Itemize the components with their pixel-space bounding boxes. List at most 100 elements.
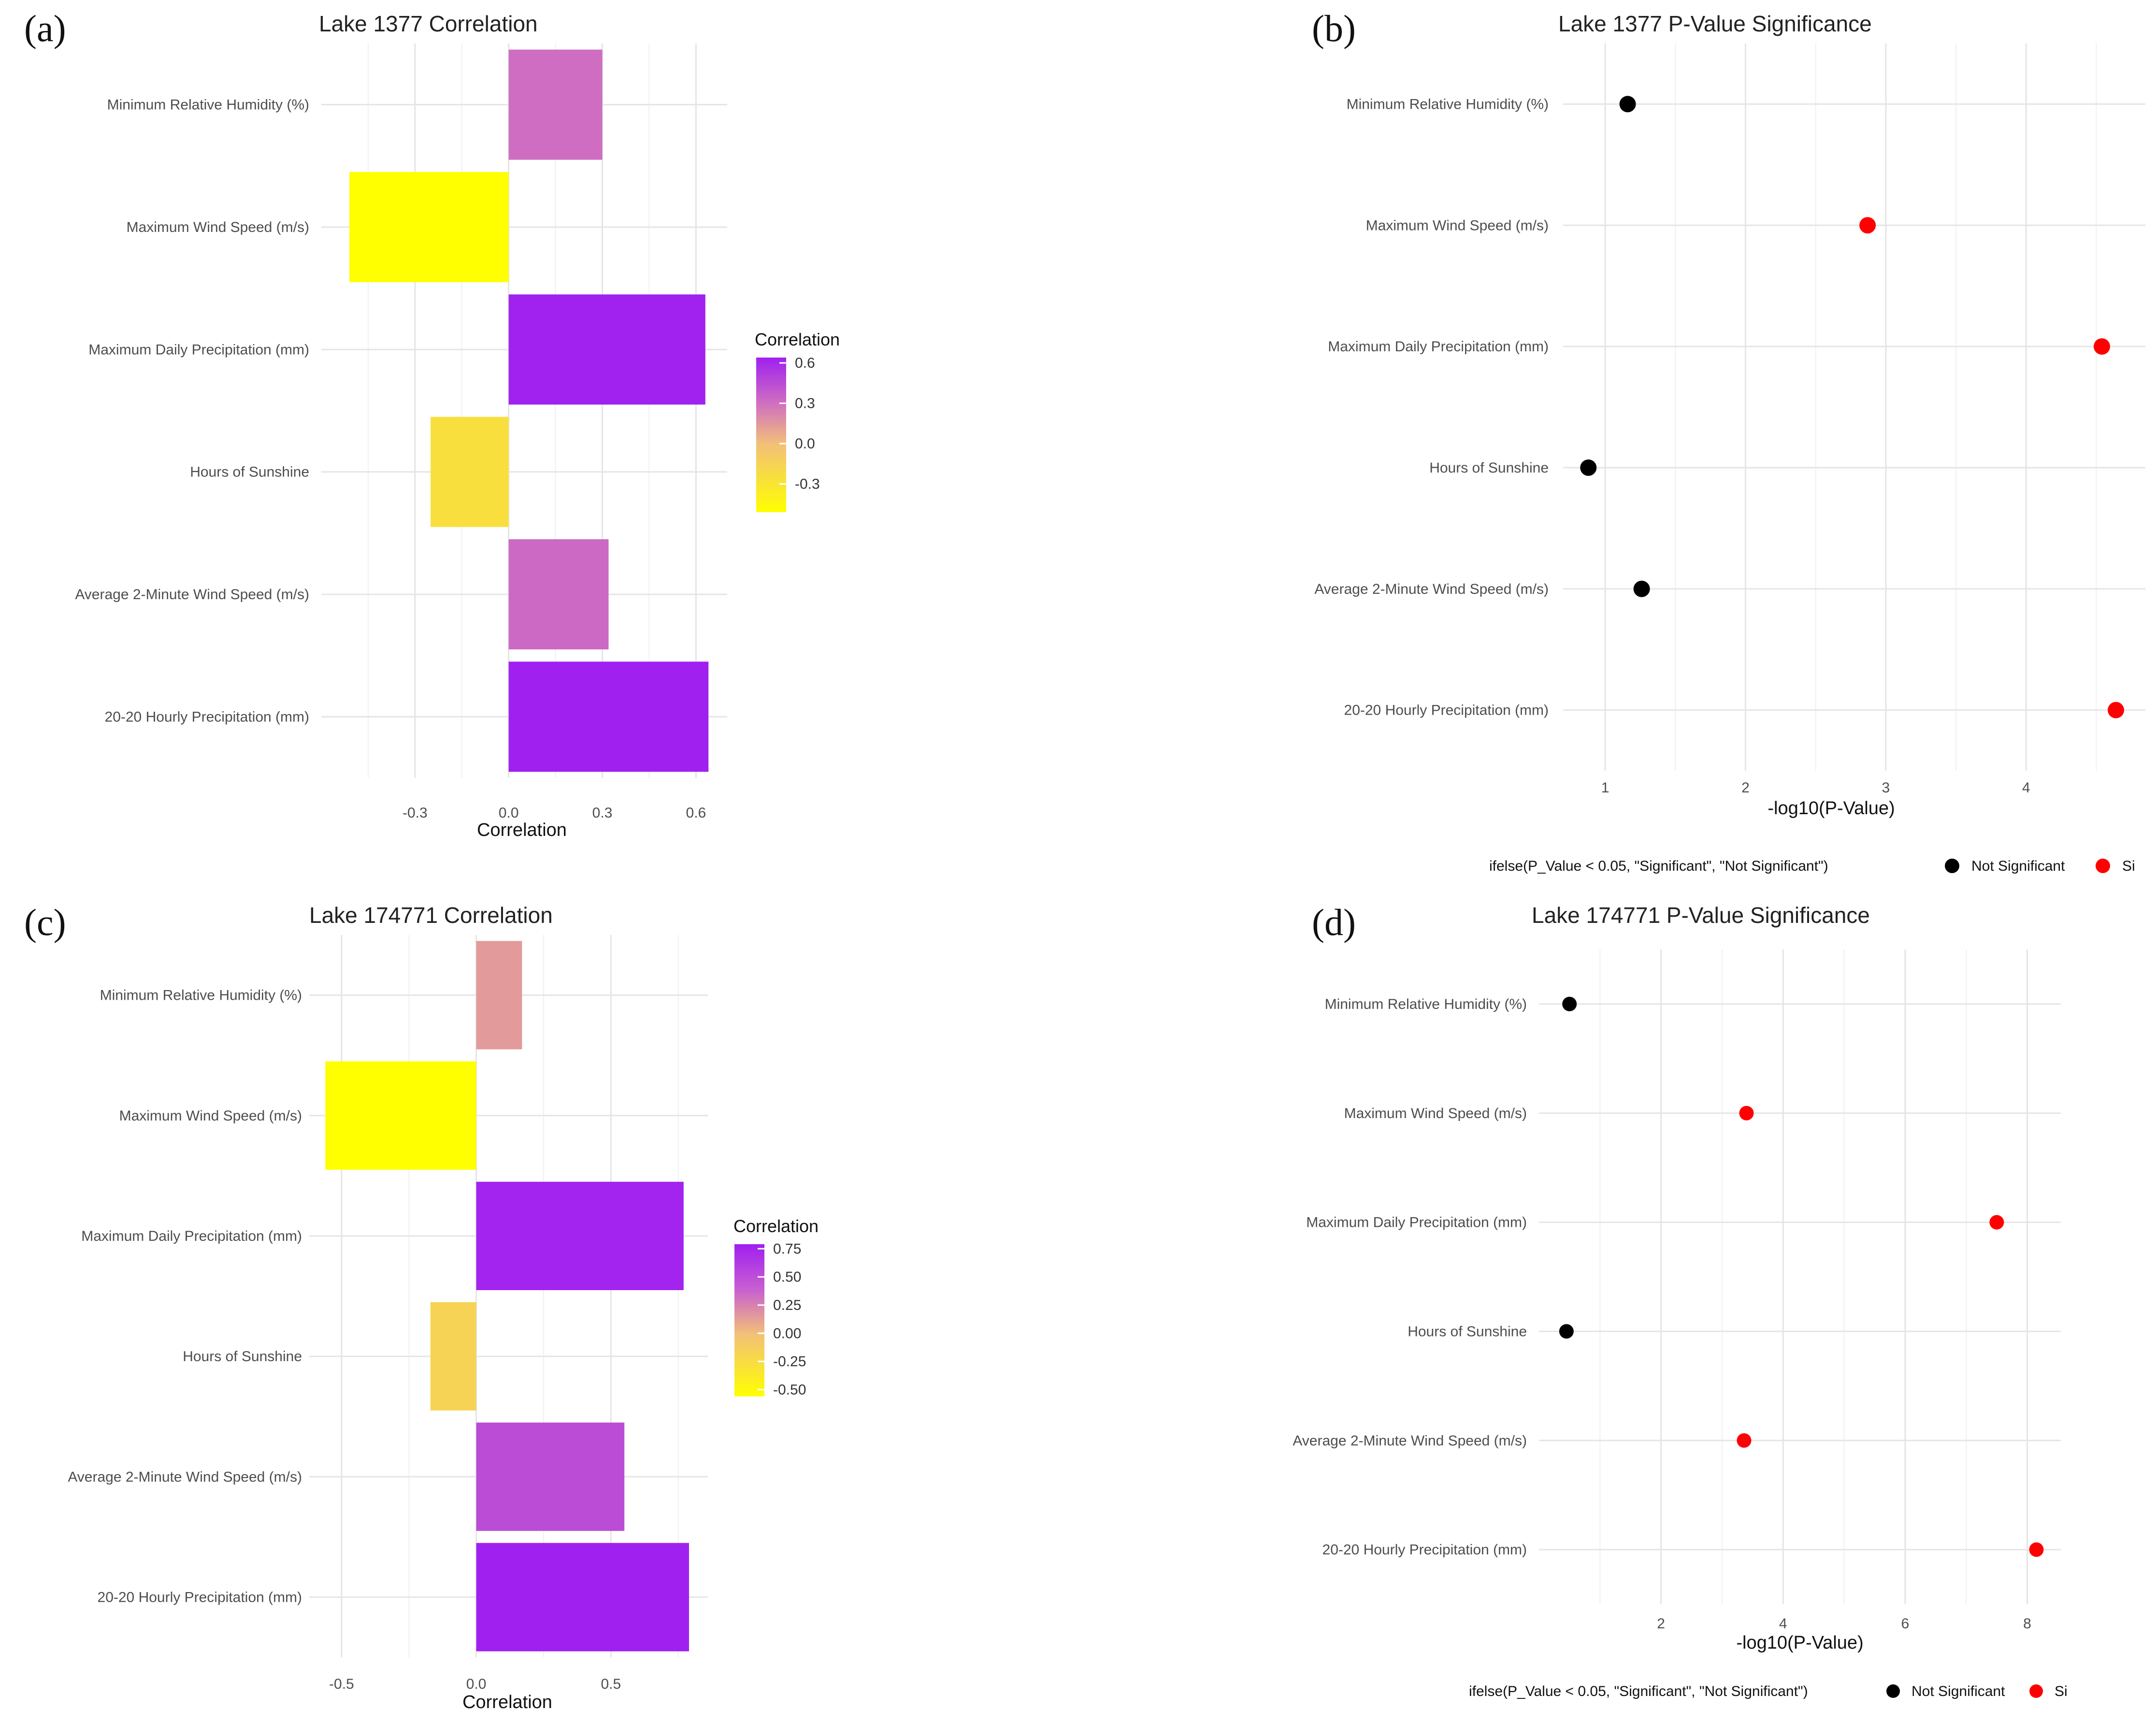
panel-c-colorbar-ticks: 0.75 0.50 0.25 0.00 -0.25 -0.50: [758, 1241, 806, 1398]
x-tick-label: -0.3: [402, 805, 428, 821]
category-label: Average 2-Minute Wind Speed (m/s): [75, 587, 309, 603]
bar: [325, 1061, 476, 1170]
x-tick-label: 2: [1741, 780, 1750, 796]
x-tick-label: 0.0: [466, 1676, 487, 1692]
x-tick-label: 0.3: [592, 805, 613, 821]
colorbar-tick-label: 0.50: [773, 1269, 801, 1285]
bar: [476, 1543, 689, 1652]
not-significant-point: [1619, 96, 1636, 113]
category-label: Maximum Daily Precipitation (mm): [1328, 339, 1549, 355]
colorbar-tick-label: 0.6: [795, 355, 815, 371]
category-label: Maximum Wind Speed (m/s): [127, 219, 309, 235]
category-label: Maximum Wind Speed (m/s): [1366, 217, 1549, 233]
panel-a-x-axis-title: Correlation: [477, 820, 567, 840]
x-tick-label: 1: [1601, 780, 1610, 796]
panel-d-title: Lake 174771 P-Value Significance: [1532, 903, 1870, 928]
significant-point: [1859, 217, 1876, 234]
category-label: Maximum Daily Precipitation (mm): [1306, 1215, 1527, 1231]
x-tick-label: 0.5: [601, 1676, 621, 1692]
panel-c-colorbar: [734, 1244, 764, 1396]
colorbar-tick-label: 0.0: [795, 436, 815, 452]
panel-b-legend-not-significant-label: Not Significant: [1971, 858, 2065, 874]
panel-c-title: Lake 174771 Correlation: [309, 903, 553, 928]
category-label: Hours of Sunshine: [1408, 1323, 1527, 1339]
panel-b-legend-title: ifelse(P_Value < 0.05, "Significant", "N…: [1489, 858, 1828, 874]
panel-a-title: Lake 1377 Correlation: [319, 11, 538, 36]
x-tick-label: 0.0: [499, 805, 519, 821]
category-label: Hours of Sunshine: [183, 1349, 302, 1365]
bar: [508, 49, 603, 160]
x-tick-label: 2: [1657, 1616, 1665, 1632]
x-tick-label: 4: [1779, 1616, 1787, 1632]
colorbar-tick-label: -0.25: [773, 1354, 806, 1370]
panel-a-legend-title: Correlation: [755, 330, 840, 349]
significant-point: [1989, 1215, 2004, 1230]
colorbar-tick-label: -0.3: [795, 476, 820, 492]
panel-b-legend-significant-marker: [2096, 859, 2110, 873]
category-label: Minimum Relative Humidity (%): [1347, 96, 1549, 112]
category-label: Maximum Wind Speed (m/s): [1344, 1106, 1527, 1121]
category-label: Average 2-Minute Wind Speed (m/s): [68, 1469, 302, 1485]
category-label: Minimum Relative Humidity (%): [107, 97, 309, 113]
significant-point: [2029, 1542, 2044, 1557]
bar: [508, 539, 609, 649]
category-label: 20-20 Hourly Precipitation (mm): [1344, 703, 1549, 718]
bar: [476, 1181, 684, 1291]
panel-d-legend-significant-label: Si: [2055, 1683, 2068, 1699]
category-label: Average 2-Minute Wind Speed (m/s): [1293, 1433, 1527, 1449]
significant-point: [2108, 702, 2125, 718]
panel-b-x-axis-title: -log10(P-Value): [1768, 798, 1895, 819]
bar: [476, 941, 522, 1049]
panel-d-x-axis-title: -log10(P-Value): [1736, 1633, 1863, 1653]
category-label: Hours of Sunshine: [190, 464, 309, 480]
significant-point: [2093, 338, 2110, 355]
bar: [508, 661, 709, 772]
panel-d-legend-title: ifelse(P_Value < 0.05, "Significant", "N…: [1469, 1683, 1808, 1699]
bar: [430, 1302, 476, 1411]
panel-a-colorbar-ticks: 0.6 0.3 0.0 -0.3: [779, 355, 820, 492]
colorbar-tick-label: -0.50: [773, 1382, 806, 1398]
not-significant-point: [1559, 1324, 1574, 1339]
category-label: Maximum Daily Precipitation (mm): [88, 342, 309, 358]
bar: [349, 172, 509, 282]
x-tick-label: -0.5: [329, 1676, 354, 1692]
panel-d-legend-significant-marker: [2029, 1684, 2043, 1698]
x-tick-label: 3: [1882, 780, 1890, 796]
category-label: Average 2-Minute Wind Speed (m/s): [1314, 581, 1549, 597]
category-label: Minimum Relative Humidity (%): [1325, 996, 1527, 1012]
not-significant-point: [1562, 996, 1577, 1011]
panel-b-letter: (b): [1312, 7, 1356, 49]
panel-b-legend-not-significant-marker: [1945, 859, 1959, 873]
x-tick-label: 0.6: [686, 805, 706, 821]
colorbar-tick-label: 0.00: [773, 1325, 801, 1341]
panel-b-legend-significant-label: Si: [2122, 858, 2135, 874]
panel-c-letter: (c): [24, 901, 66, 943]
panel-c-x-axis-title: Correlation: [462, 1692, 552, 1712]
colorbar-tick-label: 0.25: [773, 1297, 801, 1313]
panel-a-chart: 20-20 Hourly Precipitation (mm) Average 2…: [75, 43, 727, 821]
x-tick-label: 6: [1901, 1616, 1910, 1632]
category-label: 20-20 Hourly Precipitation (mm): [98, 1589, 302, 1605]
significant-point: [1737, 1433, 1752, 1448]
bar: [431, 417, 509, 527]
colorbar-tick-label: 0.3: [795, 396, 815, 412]
panel-c-legend-title: Correlation: [733, 1216, 819, 1236]
significant-point: [1739, 1106, 1754, 1121]
category-label: Maximum Wind Speed (m/s): [119, 1108, 302, 1124]
category-label: Hours of Sunshine: [1429, 460, 1549, 476]
panel-c-chart: 20-20 Hourly Precipitation (mm) Average 2…: [68, 935, 708, 1692]
category-label: Maximum Daily Precipitation (mm): [81, 1228, 302, 1244]
x-tick-label: 8: [2023, 1616, 2031, 1632]
colorbar-tick-label: 0.75: [773, 1241, 801, 1257]
category-label: 20-20 Hourly Precipitation (mm): [1322, 1542, 1527, 1558]
x-tick-label: 4: [2022, 780, 2030, 796]
panel-d-legend-not-significant-label: Not Significant: [1912, 1683, 2005, 1699]
panel-d-chart: 20-20 Hourly Precipitation (mm) Average 2…: [1293, 949, 2061, 1632]
panel-a-letter: (a): [24, 7, 66, 49]
not-significant-point: [1580, 459, 1597, 476]
category-label: 20-20 Hourly Precipitation (mm): [105, 709, 309, 725]
panel-d-legend-not-significant-marker: [1886, 1684, 1900, 1698]
bar: [508, 294, 705, 405]
